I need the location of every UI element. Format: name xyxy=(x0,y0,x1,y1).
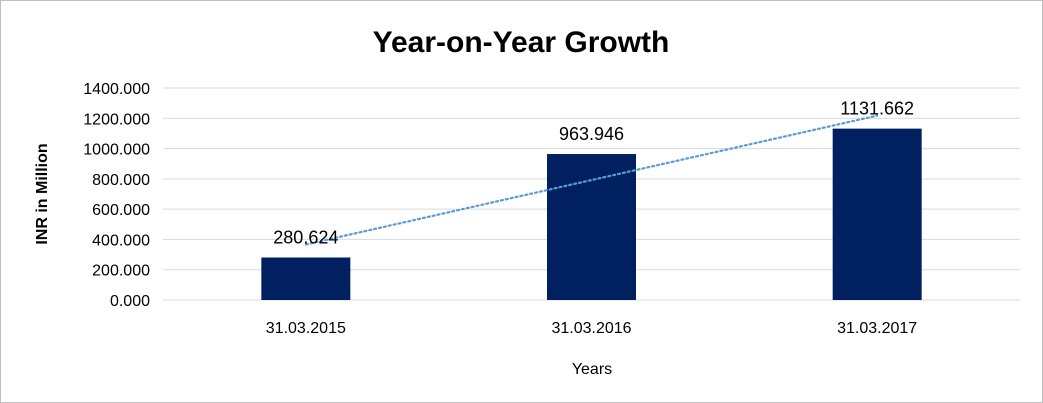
x-tick-label: 31.03.2015 xyxy=(266,320,346,337)
y-axis-ticks: 0.000 200.000 400.000 600.000 800.000 1000.00… xyxy=(83,81,150,310)
data-label: 1131.662 xyxy=(840,99,914,119)
y-tick-label: 200.000 xyxy=(92,263,150,280)
y-tick-label: 600.000 xyxy=(92,202,150,219)
trendline xyxy=(304,114,879,246)
bar xyxy=(832,128,922,300)
data-label: 963.946 xyxy=(559,124,624,144)
x-tick-label: 31.03.2017 xyxy=(837,320,917,337)
y-tick-label: 400.000 xyxy=(92,232,150,249)
x-axis-title: Years xyxy=(572,361,612,378)
y-tick-label: 1400.000 xyxy=(83,81,150,98)
trendline-line xyxy=(304,114,879,246)
y-tick-label: 800.000 xyxy=(92,172,150,189)
y-axis-title: INR in Million xyxy=(34,143,51,244)
bar xyxy=(547,154,636,300)
chart-title: Year-on-Year Growth xyxy=(373,26,670,59)
bars xyxy=(261,128,922,300)
y-tick-label: 1000.000 xyxy=(83,142,150,159)
data-label: 280.624 xyxy=(273,228,338,248)
data-labels: 280.624 963.946 1131.662 xyxy=(273,99,914,248)
bar xyxy=(261,257,351,300)
y-tick-label: 0.000 xyxy=(110,293,150,310)
y-tick-label: 1200.000 xyxy=(83,111,150,128)
x-tick-label: 31.03.2016 xyxy=(551,320,631,337)
x-axis-categories: 31.03.2015 31.03.2016 31.03.2017 xyxy=(266,320,918,337)
